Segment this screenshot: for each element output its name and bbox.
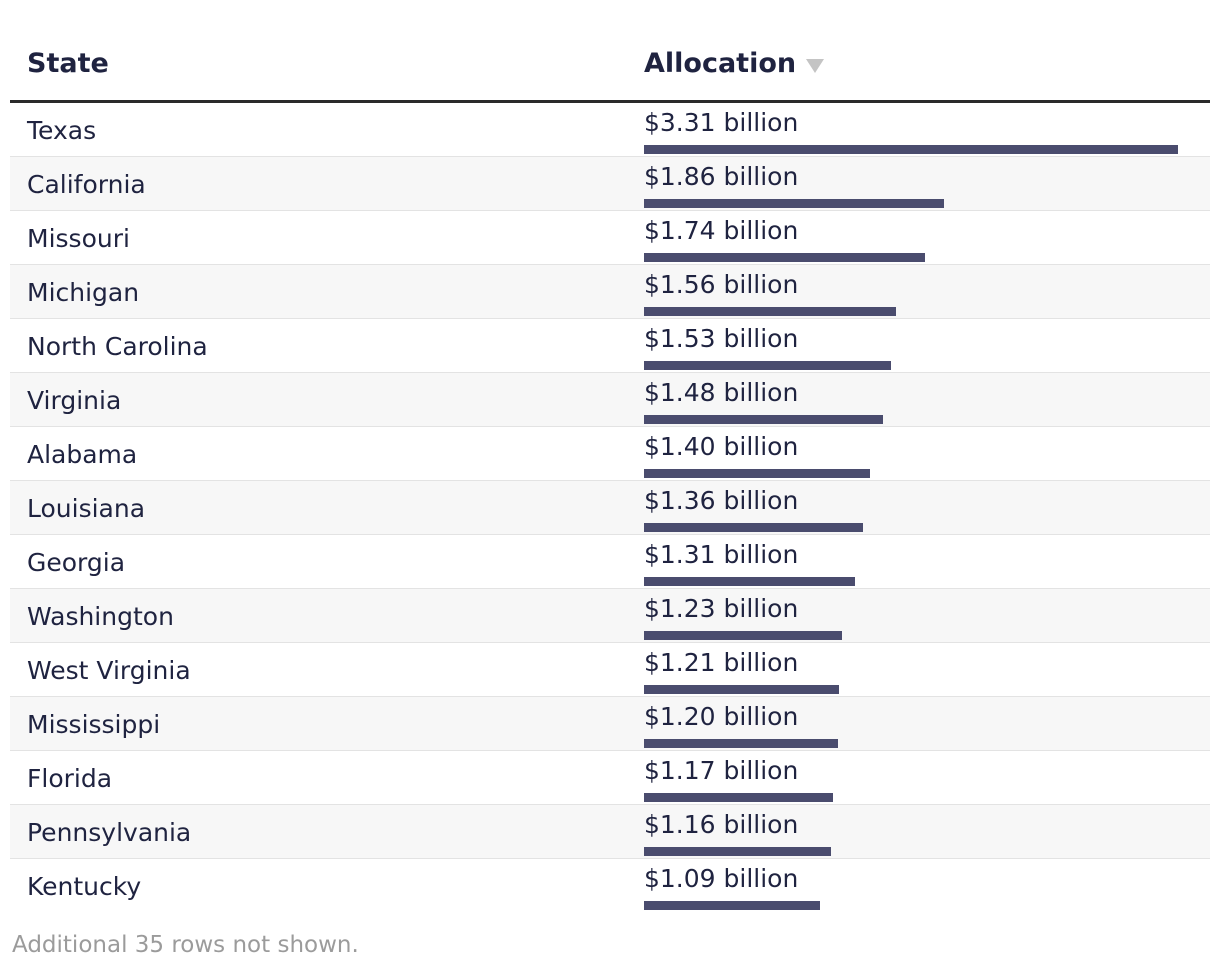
column-header-allocation[interactable]: Allocation — [644, 48, 825, 79]
allocation-label: $1.56 billion — [644, 270, 799, 299]
allocation-label: $1.17 billion — [644, 756, 799, 785]
state-cell: Alabama — [27, 440, 138, 469]
allocation-bar — [644, 199, 944, 208]
state-cell: Kentucky — [27, 872, 142, 901]
table-row: Mississippi $1.20 billion — [10, 697, 1210, 751]
allocation-label: $1.20 billion — [644, 702, 799, 731]
state-cell: Louisiana — [27, 494, 146, 523]
table-row: Virginia $1.48 billion — [10, 373, 1210, 427]
allocation-bar — [644, 577, 855, 586]
allocation-bar — [644, 901, 820, 910]
state-cell: Virginia — [27, 386, 122, 415]
table-header: State Allocation — [10, 0, 1210, 103]
allocation-bar — [644, 685, 839, 694]
state-cell: Washington — [27, 602, 174, 631]
allocation-label: $1.16 billion — [644, 810, 799, 839]
sort-descending-icon[interactable] — [806, 58, 825, 73]
table-row: Michigan $1.56 billion — [10, 265, 1210, 319]
table-row: Missouri $1.74 billion — [10, 211, 1210, 265]
state-cell: West Virginia — [27, 656, 191, 685]
table-body: Texas $3.31 billion California $1.86 billio… — [10, 103, 1210, 912]
state-cell: Georgia — [27, 548, 126, 577]
allocation-bar — [644, 847, 831, 856]
allocation-label: $1.23 billion — [644, 594, 799, 623]
allocation-label: $1.31 billion — [644, 540, 799, 569]
allocation-bar — [644, 631, 842, 640]
column-header-state[interactable]: State — [27, 48, 109, 79]
allocation-bar — [644, 793, 833, 802]
allocation-bar — [644, 145, 1178, 154]
allocation-bar — [644, 307, 896, 316]
state-cell: Pennsylvania — [27, 818, 192, 847]
table-row: Florida $1.17 billion — [10, 751, 1210, 805]
allocation-bar — [644, 253, 925, 262]
state-cell: Mississippi — [27, 710, 161, 739]
allocation-label: $1.48 billion — [644, 378, 799, 407]
table-row: Kentucky $1.09 billion — [10, 859, 1210, 912]
allocation-label: $1.74 billion — [644, 216, 799, 245]
table-row: West Virginia $1.21 billion — [10, 643, 1210, 697]
allocation-label: $3.31 billion — [644, 108, 799, 137]
allocation-label: $1.09 billion — [644, 864, 799, 893]
table-row: Pennsylvania $1.16 billion — [10, 805, 1210, 859]
table-row: Louisiana $1.36 billion — [10, 481, 1210, 535]
table-row: Georgia $1.31 billion — [10, 535, 1210, 589]
table-row: California $1.86 billion — [10, 157, 1210, 211]
allocation-bar — [644, 361, 891, 370]
state-cell: North Carolina — [27, 332, 208, 361]
table-row: Alabama $1.40 billion — [10, 427, 1210, 481]
footnote: Additional 35 rows not shown. — [12, 932, 359, 958]
table-row: North Carolina $1.53 billion — [10, 319, 1210, 373]
state-cell: Texas — [27, 116, 97, 145]
table-row: Texas $3.31 billion — [10, 103, 1210, 157]
allocation-bar — [644, 415, 883, 424]
state-cell: Missouri — [27, 224, 130, 253]
allocation-label: $1.21 billion — [644, 648, 799, 677]
allocation-bar — [644, 739, 838, 748]
allocation-label: $1.40 billion — [644, 432, 799, 461]
allocation-bar — [644, 523, 863, 532]
table-row: Washington $1.23 billion — [10, 589, 1210, 643]
allocation-label: $1.86 billion — [644, 162, 799, 191]
column-header-allocation-label: Allocation — [644, 48, 797, 79]
allocation-bar — [644, 469, 870, 478]
state-cell: Michigan — [27, 278, 140, 307]
allocation-table: State Allocation Texas $3.31 billion Calif… — [10, 0, 1210, 912]
allocation-label: $1.36 billion — [644, 486, 799, 515]
state-cell: California — [27, 170, 146, 199]
allocation-label: $1.53 billion — [644, 324, 799, 353]
state-cell: Florida — [27, 764, 113, 793]
